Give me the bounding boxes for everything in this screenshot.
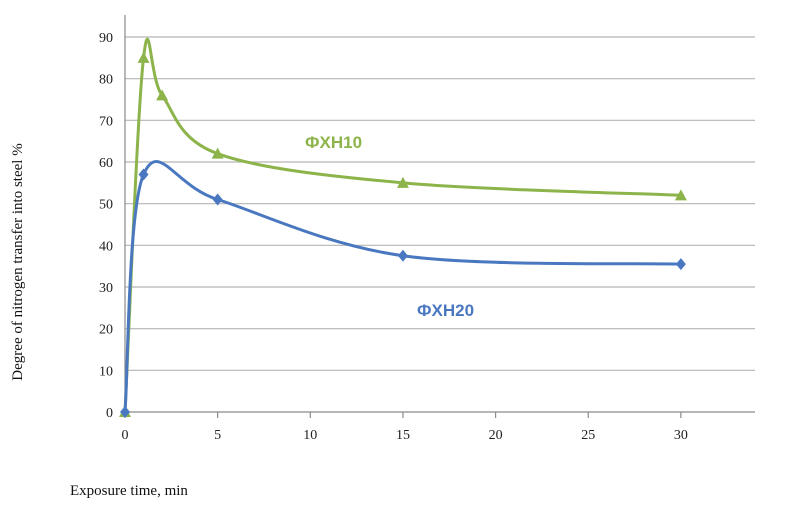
series-2-point-0	[120, 406, 130, 418]
series-1-point-1	[137, 51, 150, 63]
series-1-point-2	[156, 89, 169, 101]
y-tick-60: 60	[99, 156, 113, 171]
y-tick-50: 50	[99, 198, 113, 213]
series-1-line	[123, 37, 681, 413]
series-2-point-2	[212, 193, 223, 206]
series-2-point-1	[138, 168, 149, 181]
series-1-point-5	[674, 189, 687, 201]
y-tick-90: 90	[99, 31, 113, 46]
x-axis-label: Exposure time, min	[70, 483, 188, 499]
y-tick-70: 70	[99, 114, 113, 129]
series-1-point-4	[396, 176, 409, 188]
x-tick-25: 25	[581, 428, 595, 443]
x-tick-5: 5	[214, 428, 221, 443]
x-tick-0: 0	[122, 428, 129, 443]
series-1-label: ФХН10	[305, 133, 362, 152]
y-tick-30: 30	[99, 281, 113, 296]
y-axis-label: Degree of nitrogen transfer into steel %	[10, 143, 26, 380]
x-tick-30: 30	[674, 428, 688, 443]
series-1-point-3	[211, 147, 224, 159]
y-tick-10: 10	[99, 364, 113, 379]
axes	[124, 15, 755, 418]
y-tick-0: 0	[106, 406, 113, 421]
x-tick-20: 20	[489, 428, 503, 443]
y-tick-80: 80	[99, 73, 113, 88]
y-tick-40: 40	[99, 239, 113, 254]
x-tick-10: 10	[303, 428, 317, 443]
x-tick-15: 15	[396, 428, 410, 443]
series-2-line	[123, 160, 681, 413]
series-group	[119, 37, 687, 418]
series-2-label: ФХН20	[417, 301, 474, 320]
grid-lines	[125, 36, 755, 371]
y-tick-20: 20	[99, 323, 113, 338]
series-2-point-4	[675, 258, 686, 271]
series-labels: ФХН10 ФХН20	[305, 133, 474, 320]
y-tick-labels: 0 10 20 30 40 50 60 70 80 90	[99, 31, 113, 421]
series-2-point-3	[397, 249, 408, 262]
x-tick-labels: 0 5 10 15 20 25 30	[122, 428, 688, 443]
